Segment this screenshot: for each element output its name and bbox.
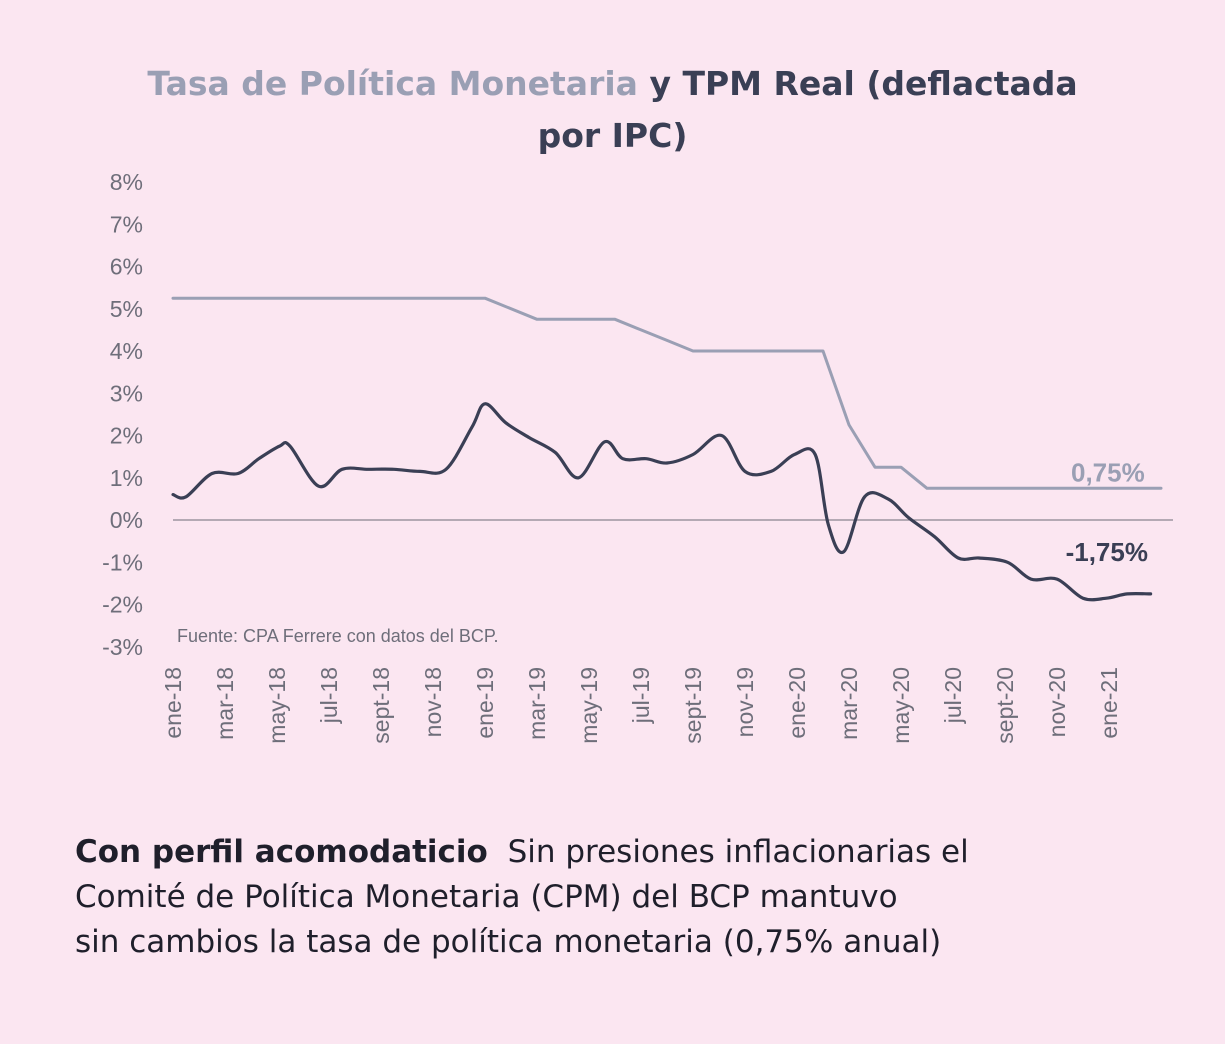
y-tick-label: 1% <box>110 465 143 491</box>
x-tick-label: ene-21 <box>1096 667 1122 739</box>
y-tick-label: 6% <box>110 254 143 280</box>
x-tick-label: may-20 <box>888 667 914 744</box>
x-tick-label: ene-19 <box>472 667 498 739</box>
y-tick-label: -2% <box>102 592 143 618</box>
line-chart: 8% 7% 6% 5% 4% 3% 2% 1% 0% -1% -2% -3% ene-18 mar-18… <box>102 169 1173 744</box>
chart-title: Tasa de Política Monetaria y TPM Real (d… <box>0 58 1225 162</box>
y-tick-label: 4% <box>110 338 143 364</box>
y-tick-label: 5% <box>110 296 143 322</box>
y-tick-label: 8% <box>110 169 143 195</box>
x-tick-label: mar-20 <box>836 667 862 740</box>
title-part-tpm: Tasa de Política Monetaria <box>147 64 638 103</box>
x-tick-label: may-18 <box>264 667 290 744</box>
x-tick-label: jul-20 <box>940 667 966 724</box>
caption: Con perfil acomodaticio Sin presiones in… <box>75 830 1075 965</box>
series-line-tpm <box>171 296 1163 490</box>
x-tick-label: sept-20 <box>992 667 1018 744</box>
y-tick-label: -1% <box>102 549 143 575</box>
series-layer: 0,75% -1,75% <box>171 296 1163 602</box>
caption-line-1: Sin presiones inflacionarias el <box>507 834 969 870</box>
x-tick-label: ene-20 <box>784 667 810 739</box>
x-tick-label: mar-18 <box>212 667 238 740</box>
x-tick-label: nov-19 <box>732 667 758 737</box>
series-end-label-tpm: 0,75% <box>1071 457 1145 487</box>
x-tick-label: ene-18 <box>160 667 186 739</box>
x-tick-label: mar-19 <box>524 667 550 740</box>
title-part-real: y TPM Real (deflactada <box>649 64 1078 103</box>
caption-line-3: sin cambios la tasa de política monetari… <box>75 924 942 960</box>
x-tick-label: may-19 <box>576 667 602 744</box>
y-axis: 8% 7% 6% 5% 4% 3% 2% 1% 0% -1% -2% -3% <box>102 169 143 660</box>
series-line-real <box>171 402 1153 602</box>
source-note: Fuente: CPA Ferrere con datos del BCP. <box>177 626 499 646</box>
caption-lead: Con perfil acomodaticio <box>75 834 488 870</box>
y-tick-label: -3% <box>102 634 143 660</box>
title-part-ipc: por IPC) <box>537 116 688 155</box>
x-tick-label: nov-20 <box>1044 667 1070 737</box>
x-tick-label: jul-18 <box>316 667 342 724</box>
y-tick-label: 7% <box>110 211 143 237</box>
x-tick-label: nov-18 <box>420 667 446 737</box>
y-tick-label: 2% <box>110 423 143 449</box>
x-axis: ene-18 mar-18 may-18 jul-18 sept-18 nov-18 ene… <box>160 667 1122 744</box>
x-tick-label: sept-19 <box>680 667 706 744</box>
series-end-label-real: -1,75% <box>1066 537 1148 567</box>
x-tick-label: sept-18 <box>368 667 394 744</box>
y-tick-label: 0% <box>110 507 143 533</box>
x-tick-label: jul-19 <box>628 667 654 724</box>
y-tick-label: 3% <box>110 380 143 406</box>
caption-line-2: Comité de Política Monetaria (CPM) del B… <box>75 879 898 915</box>
